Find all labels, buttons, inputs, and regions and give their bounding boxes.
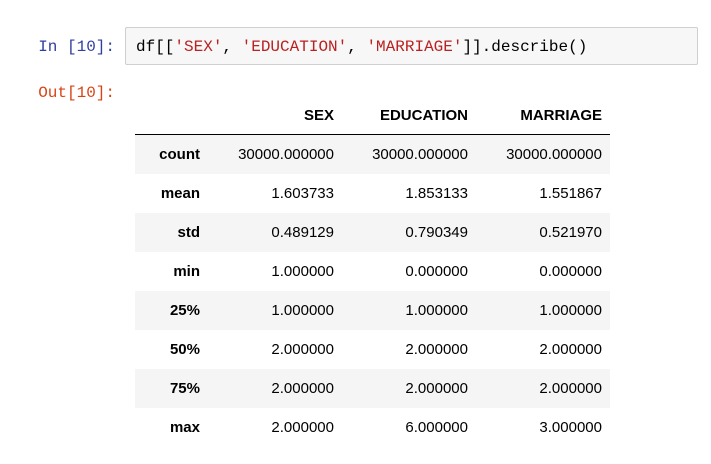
table-cell: 2.000000 [271, 380, 334, 397]
table-cell: 30000.000000 [372, 146, 468, 163]
row-label: 50% [169, 341, 200, 358]
table-cell: 3.000000 [539, 419, 602, 436]
table-cell: 0.521970 [539, 224, 602, 241]
row-label: min [173, 263, 200, 280]
row-label: mean [160, 185, 200, 202]
table-row: std 0.489129 0.790349 0.521970 [135, 213, 610, 252]
column-header-sex: SEX [208, 96, 342, 135]
table-cell: 1.000000 [539, 302, 602, 319]
table-cell: 0.489129 [271, 224, 334, 241]
table-cell: 6.000000 [405, 419, 468, 436]
table-cell: 1.000000 [271, 302, 334, 319]
table-cell: 1.000000 [271, 263, 334, 280]
table-row: mean 1.603733 1.853133 1.551867 [135, 174, 610, 213]
table-cell: 2.000000 [539, 380, 602, 397]
code-string-education: 'EDUCATION' [241, 38, 348, 56]
code-string-marriage: 'MARRIAGE' [366, 38, 463, 56]
output-prompt: Out[10]: [38, 84, 115, 102]
code-string-sex: 'SEX' [174, 38, 223, 56]
row-label: 25% [169, 302, 200, 319]
table-row: 75% 2.000000 2.000000 2.000000 [135, 369, 610, 408]
code-suffix: ]].describe() [462, 38, 588, 56]
table-cell: 1.853133 [405, 185, 468, 202]
code-input-area[interactable]: df[['SEX', 'EDUCATION', 'MARRIAGE']].des… [125, 27, 698, 65]
table-cell: 0.790349 [405, 224, 468, 241]
code-separator: , [347, 38, 367, 56]
table-cell: 1.000000 [405, 302, 468, 319]
table-row: min 1.000000 0.000000 0.000000 [135, 252, 610, 291]
column-header-marriage: MARRIAGE [476, 96, 610, 135]
table-cell: 2.000000 [271, 341, 334, 358]
row-label: count [159, 146, 200, 163]
table-cell: 1.603733 [271, 185, 334, 202]
row-label: 75% [169, 380, 200, 397]
index-header [135, 96, 208, 135]
code-separator: , [222, 38, 242, 56]
table-cell: 0.000000 [539, 263, 602, 280]
describe-dataframe-table: SEX EDUCATION MARRIAGE count 30000.00000… [135, 96, 610, 447]
row-label: max [169, 419, 200, 436]
table-header-row: SEX EDUCATION MARRIAGE [135, 96, 610, 135]
table-cell: 30000.000000 [506, 146, 602, 163]
table-cell: 2.000000 [271, 419, 334, 436]
table-cell: 30000.000000 [238, 146, 334, 163]
table-cell: 2.000000 [405, 341, 468, 358]
table-row: 25% 1.000000 1.000000 1.000000 [135, 291, 610, 330]
output-area: SEX EDUCATION MARRIAGE count 30000.00000… [135, 96, 610, 447]
table-row: 50% 2.000000 2.000000 2.000000 [135, 330, 610, 369]
table-cell: 2.000000 [405, 380, 468, 397]
code-prefix: df[[ [136, 38, 175, 56]
table-cell: 0.000000 [405, 263, 468, 280]
row-label: std [177, 224, 201, 241]
table-cell: 2.000000 [539, 341, 602, 358]
column-header-education: EDUCATION [342, 96, 476, 135]
table-cell: 1.551867 [539, 185, 602, 202]
table-row: max 2.000000 6.000000 3.000000 [135, 408, 610, 447]
input-prompt: In [10]: [38, 38, 115, 56]
table-row: count 30000.000000 30000.000000 30000.00… [135, 134, 610, 174]
